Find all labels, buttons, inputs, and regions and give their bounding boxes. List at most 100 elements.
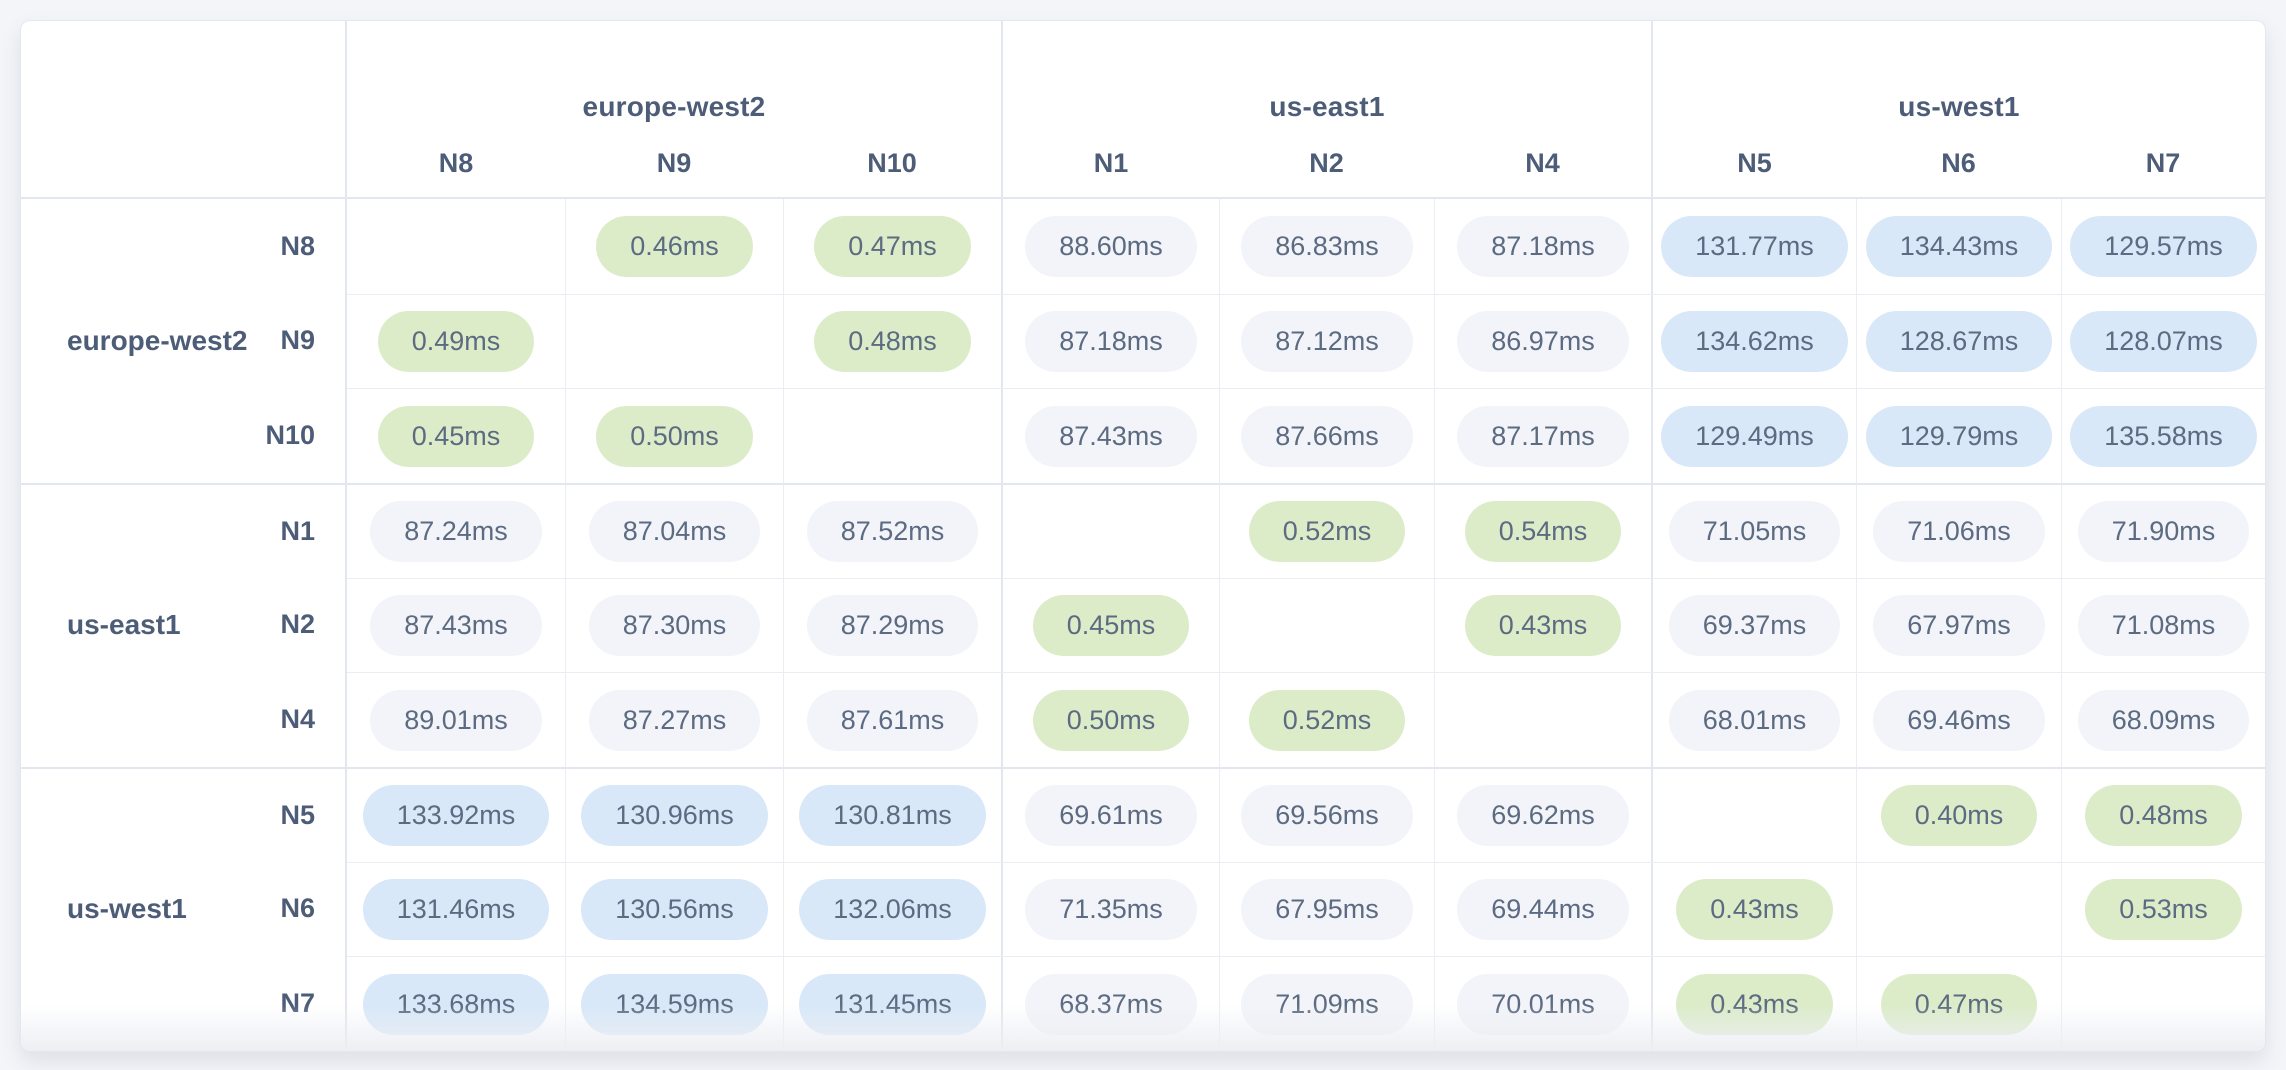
latency-cell: 131.77ms: [1651, 199, 1856, 294]
latency-cell: 0.52ms: [1219, 482, 1434, 578]
latency-cell: 0.52ms: [1219, 672, 1434, 767]
latency-pill: 131.77ms: [1661, 215, 1848, 277]
latency-pill: 87.61ms: [806, 689, 979, 751]
latency-pill: 69.61ms: [1025, 784, 1197, 846]
latency-cell: 87.29ms: [783, 577, 1001, 673]
node-row-label: N10: [265, 420, 315, 451]
latency-pill: 70.01ms: [1457, 973, 1629, 1035]
node-row-label: N2: [280, 609, 315, 640]
latency-pill: 0.46ms: [596, 215, 753, 277]
latency-cell: 0.43ms: [1651, 956, 1856, 1051]
latency-pill: 0.43ms: [1676, 973, 1833, 1035]
node-column-header: N8: [347, 129, 565, 199]
latency-pill: 87.52ms: [806, 500, 979, 562]
latency-cell: 0.47ms: [1856, 956, 2061, 1051]
node-row-label: N5: [280, 799, 315, 830]
node-row-label-cell: us-west1 N6: [21, 861, 347, 957]
latency-pill: 0.52ms: [1248, 500, 1406, 562]
latency-pill: 71.08ms: [2077, 594, 2250, 656]
latency-cell: 130.81ms: [783, 766, 1001, 862]
node-row-label: N4: [280, 704, 315, 735]
latency-pill: 135.58ms: [2070, 405, 2257, 467]
empty-diagonal-cell: [2061, 956, 2265, 1051]
latency-pill: 68.37ms: [1025, 973, 1197, 1035]
node-row-label: N1: [280, 515, 315, 546]
node-row-label-cell: N1: [21, 482, 347, 578]
latency-pill: 134.59ms: [581, 973, 768, 1035]
latency-pill: 131.45ms: [799, 973, 986, 1035]
region-column-header: us-west1: [1651, 21, 2265, 129]
latency-pill: 0.53ms: [2085, 878, 2242, 940]
latency-pill: 71.90ms: [2077, 500, 2250, 562]
latency-cell: 87.12ms: [1219, 293, 1434, 389]
latency-cell: 86.83ms: [1219, 199, 1434, 294]
latency-cell: 69.61ms: [1001, 766, 1219, 862]
latency-cell: 0.48ms: [783, 293, 1001, 389]
latency-cell: 0.54ms: [1434, 482, 1651, 578]
latency-pill: 130.81ms: [799, 784, 986, 846]
latency-pill: 87.12ms: [1241, 310, 1413, 372]
latency-cell: 87.18ms: [1434, 199, 1651, 294]
latency-cell: 69.62ms: [1434, 766, 1651, 862]
latency-cell: 134.62ms: [1651, 293, 1856, 389]
empty-diagonal-cell: [1001, 482, 1219, 578]
matrix-grid: europe-west2 N8 N9 N10 us-east1 N1 N2 N4 us-west…: [21, 21, 2265, 1051]
latency-pill: 134.43ms: [1865, 215, 2053, 277]
latency-pill: 87.18ms: [1025, 310, 1197, 372]
latency-pill: 0.45ms: [377, 405, 535, 467]
latency-cell: 71.09ms: [1219, 956, 1434, 1051]
latency-pill: 71.05ms: [1668, 500, 1841, 562]
latency-cell: 131.46ms: [347, 861, 565, 957]
latency-pill: 67.95ms: [1241, 878, 1413, 940]
latency-pill: 0.48ms: [814, 310, 971, 372]
latency-cell: 0.46ms: [565, 199, 783, 294]
latency-cell: 87.43ms: [1001, 388, 1219, 483]
node-column-header: N2: [1219, 129, 1434, 199]
latency-cell: 132.06ms: [783, 861, 1001, 957]
node-row-label-cell: N8: [21, 199, 347, 294]
latency-cell: 71.90ms: [2061, 482, 2265, 578]
latency-cell: 87.43ms: [347, 577, 565, 673]
node-row-label-cell: us-east1 N2: [21, 577, 347, 673]
latency-pill: 0.43ms: [1676, 878, 1833, 940]
latency-cell: 0.43ms: [1434, 577, 1651, 673]
latency-pill: 87.43ms: [370, 594, 542, 656]
latency-cell: 0.50ms: [1001, 672, 1219, 767]
latency-cell: 0.49ms: [347, 293, 565, 389]
node-column-header: N6: [1856, 129, 2061, 199]
latency-pill: 67.97ms: [1873, 594, 2045, 656]
latency-pill: 89.01ms: [370, 689, 542, 751]
region-row-label: us-west1: [67, 892, 187, 924]
empty-diagonal-cell: [1651, 766, 1856, 862]
latency-pill: 131.46ms: [362, 878, 550, 940]
latency-cell: 87.52ms: [783, 482, 1001, 578]
latency-cell: 67.97ms: [1856, 577, 2061, 673]
node-column-header: N9: [565, 129, 783, 199]
corner-cell: [21, 21, 347, 199]
latency-cell: 135.58ms: [2061, 388, 2265, 483]
latency-cell: 0.45ms: [1001, 577, 1219, 673]
empty-diagonal-cell: [783, 388, 1001, 483]
latency-cell: 69.37ms: [1651, 577, 1856, 673]
latency-cell: 0.50ms: [565, 388, 783, 483]
latency-pill: 88.60ms: [1025, 215, 1197, 277]
node-row-label: N7: [280, 988, 315, 1019]
latency-cell: 87.30ms: [565, 577, 783, 673]
latency-cell: 129.79ms: [1856, 388, 2061, 483]
latency-pill: 87.18ms: [1457, 215, 1629, 277]
latency-cell: 0.43ms: [1651, 861, 1856, 957]
latency-cell: 88.60ms: [1001, 199, 1219, 294]
latency-pill: 130.56ms: [581, 878, 768, 940]
latency-pill: 0.47ms: [814, 215, 971, 277]
latency-pill: 87.04ms: [588, 500, 761, 562]
latency-pill: 0.54ms: [1464, 500, 1622, 562]
node-column-header: N1: [1001, 129, 1219, 199]
latency-cell: 69.46ms: [1856, 672, 2061, 767]
latency-cell: 87.27ms: [565, 672, 783, 767]
latency-pill: 87.43ms: [1025, 405, 1197, 467]
latency-pill: 129.57ms: [2070, 215, 2257, 277]
node-column-header: N7: [2061, 129, 2265, 199]
latency-cell: 87.66ms: [1219, 388, 1434, 483]
empty-diagonal-cell: [347, 199, 565, 294]
node-column-header: N5: [1651, 129, 1856, 199]
